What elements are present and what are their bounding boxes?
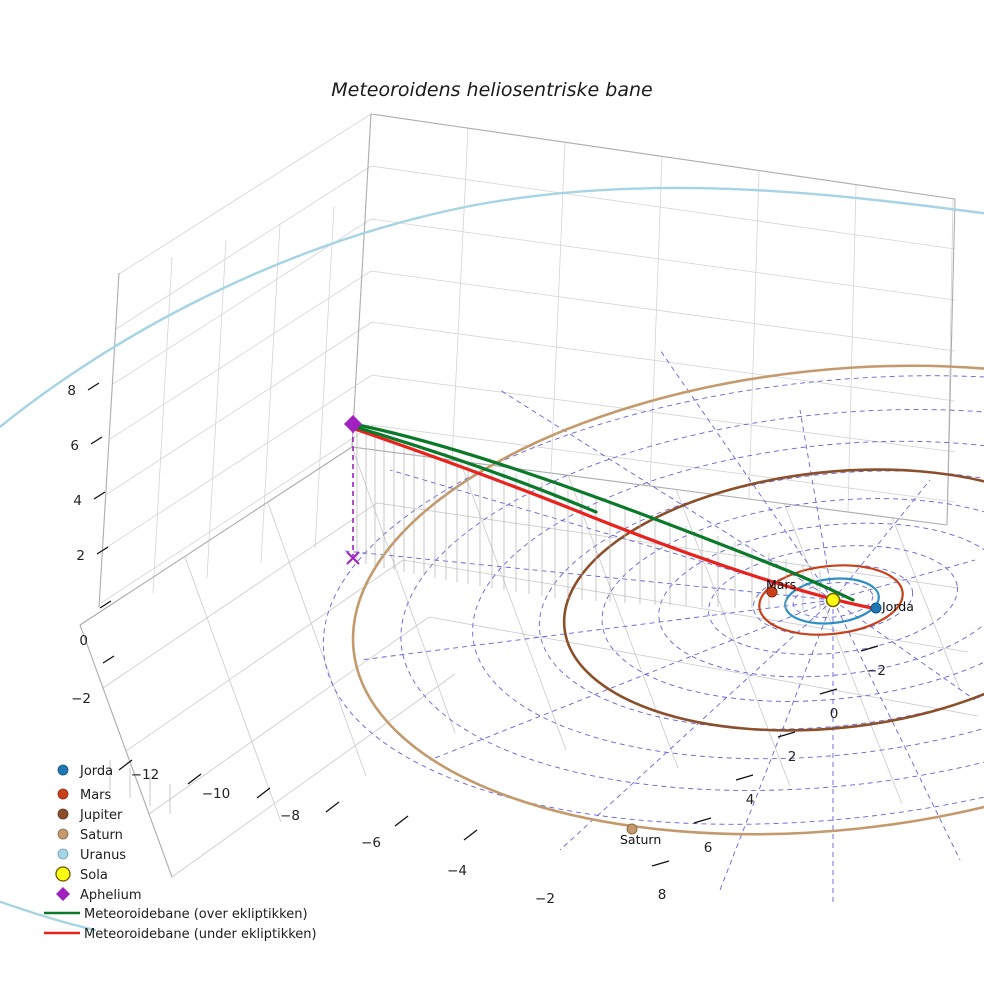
x-axis-tick-labels: −12 −10 −8 −6 −4 −2 <box>131 767 555 907</box>
aphelion-diamond-marker <box>344 415 362 433</box>
pane-left-grid <box>79 113 374 626</box>
legend-item-jorda[interactable]: Jorda <box>57 764 113 779</box>
pane-floor-radials <box>79 446 961 878</box>
saturn-marker-icon <box>57 828 69 840</box>
label-mars: Mars <box>766 577 796 592</box>
y-tick-0: −2 <box>866 663 886 679</box>
box-spines <box>79 113 956 878</box>
z-tick-0: 8 <box>67 383 76 399</box>
legend-item-saturn[interactable]: Saturn <box>57 828 123 843</box>
legend-label-aphelium: Aphelium <box>80 888 142 903</box>
sola-marker-icon <box>55 866 71 882</box>
body-markers <box>626 586 882 835</box>
y-tick-1: 0 <box>830 706 839 722</box>
legend-item-aphelium[interactable]: Aphelium <box>56 887 142 903</box>
legend-label-traj-under: Meteoroidebane (under ekliptikken) <box>84 927 317 942</box>
marker-sola <box>825 592 841 608</box>
axes3d-panes <box>79 113 979 878</box>
uranus-marker-icon <box>57 848 69 860</box>
jupiter-marker-icon <box>57 808 69 820</box>
y-axis-tick-labels: −2 0 2 4 6 8 <box>658 663 886 903</box>
orbit-mars <box>758 564 904 636</box>
x-tick-3: −6 <box>361 835 381 851</box>
legend-item-sola[interactable]: Sola <box>55 866 108 883</box>
orbit-uranus <box>0 186 984 429</box>
z-tick-5: −2 <box>71 691 91 707</box>
page-title: Meteoroidens heliosentriske bane <box>331 79 652 101</box>
jorda-marker-icon <box>57 764 69 776</box>
y-tick-2: 2 <box>788 749 797 765</box>
axis-tick-marks <box>87 382 879 867</box>
legend-label-uranus: Uranus <box>80 848 126 863</box>
mars-marker-icon <box>57 788 69 800</box>
trajectory-over-ecliptic <box>351 422 855 602</box>
legend: Jorda Mars Jupiter Saturn Uranus Sola <box>44 764 317 942</box>
legend-item-traj-over[interactable]: Meteoroidebane (over ekliptikken) <box>44 907 308 922</box>
aphelium-marker-icon <box>56 887 70 901</box>
z-tick-3: 2 <box>76 548 85 564</box>
legend-label-sola: Sola <box>80 868 108 883</box>
pane-left-verticals <box>98 113 372 608</box>
meteoroid-trajectory <box>351 422 874 610</box>
trajectory-stem-lines <box>109 426 821 814</box>
orbit-saturn <box>351 364 984 836</box>
marker-jorda <box>870 602 882 614</box>
legend-item-jupiter[interactable]: Jupiter <box>57 808 123 823</box>
y-tick-5: 8 <box>658 887 667 903</box>
legend-label-traj-over: Meteoroidebane (over ekliptikken) <box>84 907 308 922</box>
z-tick-4: 0 <box>79 633 88 649</box>
label-jorda: Jorda <box>881 599 914 614</box>
z-tick-2: 4 <box>73 493 82 509</box>
y-tick-3: 4 <box>746 792 755 808</box>
x-tick-0: −12 <box>131 767 160 783</box>
z-tick-1: 6 <box>70 438 79 454</box>
marker-saturn <box>626 823 638 835</box>
x-tick-5: −2 <box>535 891 555 907</box>
pane-right-grid <box>370 113 956 503</box>
x-tick-2: −8 <box>280 808 300 824</box>
aphelion-group <box>344 415 362 565</box>
legend-item-uranus[interactable]: Uranus <box>57 848 126 863</box>
polar-reference-grid <box>322 349 984 905</box>
z-axis-tick-labels: 8 6 4 2 0 −2 <box>67 383 91 707</box>
aphelion-foot-x-marker <box>346 551 360 565</box>
legend-label-saturn: Saturn <box>80 828 123 843</box>
label-saturn: Saturn <box>620 832 661 847</box>
orbit-jorda <box>784 577 880 625</box>
y-tick-4: 6 <box>704 840 713 856</box>
planet-orbits <box>0 186 984 932</box>
orbit-jupiter <box>562 468 984 732</box>
marker-mars <box>766 586 778 598</box>
legend-label-jupiter: Jupiter <box>79 808 123 823</box>
x-tick-1: −10 <box>202 786 231 802</box>
body-annotations: Jorda Mars Saturn <box>620 577 914 847</box>
pane-right-verticals <box>351 113 954 526</box>
legend-label-mars: Mars <box>80 788 112 803</box>
legend-label-jorda: Jorda <box>79 764 113 779</box>
x-tick-4: −4 <box>447 863 467 879</box>
orbit-uranus-lower <box>0 900 97 932</box>
legend-item-mars[interactable]: Mars <box>57 788 112 803</box>
trajectory-under-ecliptic-visible <box>353 427 874 610</box>
legend-item-traj-under[interactable]: Meteoroidebane (under ekliptikken) <box>44 927 317 942</box>
trajectory-over-ecliptic-return <box>353 425 598 514</box>
